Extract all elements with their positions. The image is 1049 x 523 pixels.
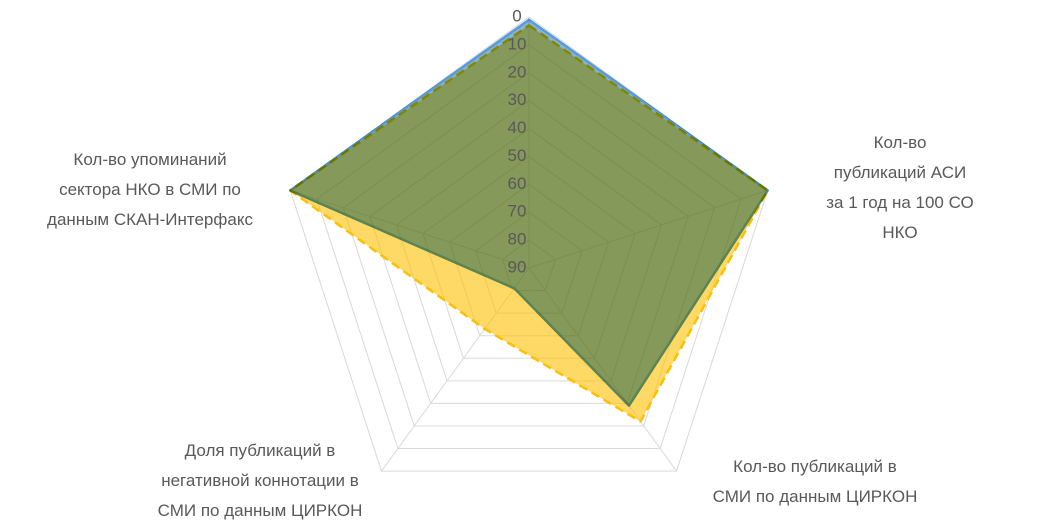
axis-tick-label: 10 xyxy=(508,34,527,53)
category-label: Кол-во публикаций в СМИ по данным ЦИРКОН xyxy=(712,457,918,506)
category-label: Кол-во публикаций АСИ за 1 год на 100 СО… xyxy=(826,133,974,242)
axis-tick-label: 30 xyxy=(508,90,527,109)
axis-tick-label: 0 xyxy=(512,6,521,25)
series-area xyxy=(289,18,769,407)
series-point xyxy=(484,328,486,330)
series-point xyxy=(639,420,641,422)
axis-tick-label: 70 xyxy=(508,202,527,221)
axis-tick-label: 80 xyxy=(508,230,527,249)
axis-tick-label: 90 xyxy=(508,257,527,276)
axis-tick-label: 40 xyxy=(508,118,527,137)
series-point xyxy=(289,189,291,191)
series-point xyxy=(513,287,515,289)
series-point xyxy=(528,19,530,21)
series-point xyxy=(767,189,769,191)
axis-tick-label: 50 xyxy=(508,146,527,165)
category-label: Кол-во упоминаний сектора НКО в СМИ по д… xyxy=(47,150,253,229)
axis-tick-label: 20 xyxy=(508,62,527,81)
category-label: Доля публикаций в негативной коннотации … xyxy=(157,441,363,520)
axis-tick-label: 60 xyxy=(508,174,527,193)
series-point xyxy=(628,405,630,407)
